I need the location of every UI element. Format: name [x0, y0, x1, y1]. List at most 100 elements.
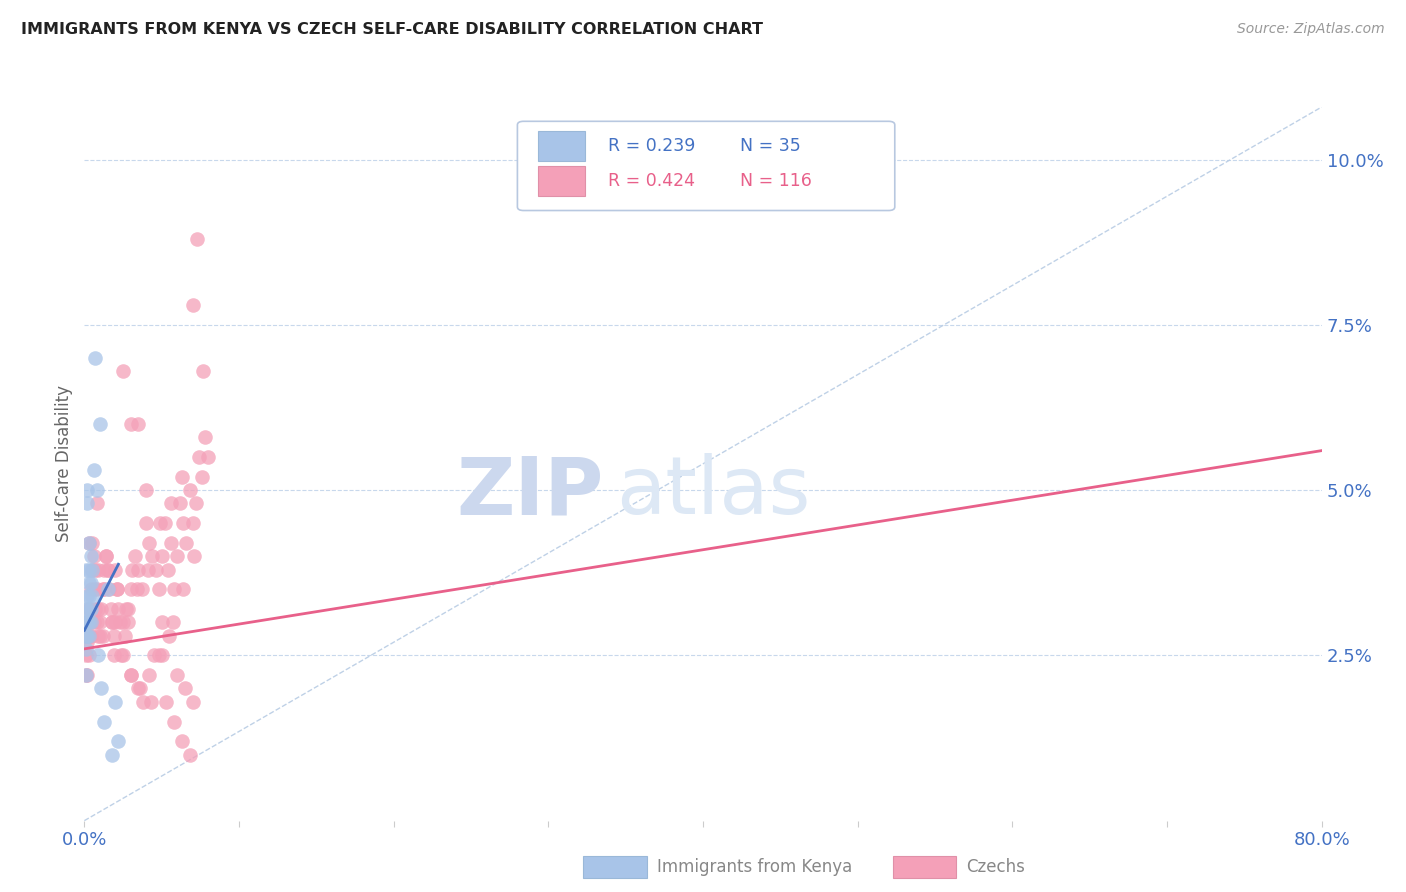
Point [197, 450, 219, 465]
Point [170, 470, 193, 484]
Point [79, 575, 101, 590]
Point [107, 602, 129, 616]
Point [89, 417, 111, 432]
Point [75, 602, 97, 616]
Point [77, 575, 100, 590]
Point [94, 549, 117, 564]
FancyBboxPatch shape [538, 131, 585, 161]
Point [138, 536, 160, 550]
Point [170, 734, 193, 748]
Point [90, 681, 112, 696]
Point [79, 615, 101, 630]
Point [150, 615, 173, 630]
Point [141, 549, 163, 564]
Point [79, 615, 101, 630]
Point [115, 602, 138, 616]
Point [186, 232, 208, 246]
Point [121, 563, 143, 577]
Point [103, 648, 125, 663]
Point [93, 563, 115, 577]
Point [76, 635, 98, 649]
Point [191, 470, 214, 484]
Point [120, 417, 142, 432]
Point [76, 668, 98, 682]
Point [176, 536, 198, 550]
Point [86, 496, 108, 510]
Point [104, 615, 127, 630]
Point [150, 549, 173, 564]
Point [84, 563, 107, 577]
Point [87, 629, 110, 643]
Point [89, 629, 111, 643]
Point [82, 563, 104, 577]
Point [101, 747, 124, 762]
Point [117, 602, 139, 616]
Point [82, 536, 104, 550]
Point [163, 714, 186, 729]
Point [166, 549, 188, 564]
Point [94, 549, 117, 564]
Point [163, 582, 186, 597]
Point [76, 589, 98, 603]
Point [91, 629, 114, 643]
Point [156, 563, 179, 577]
Text: R = 0.239: R = 0.239 [607, 137, 695, 155]
Point [114, 629, 136, 643]
Point [183, 549, 205, 564]
Text: N = 35: N = 35 [740, 137, 801, 155]
Point [107, 734, 129, 748]
Text: Czechs: Czechs [966, 858, 1025, 876]
Point [153, 516, 176, 531]
Point [77, 563, 100, 577]
Point [181, 516, 204, 531]
Point [172, 516, 194, 531]
Point [87, 648, 110, 663]
Point [75, 641, 97, 656]
Point [83, 463, 105, 477]
Text: R = 0.424: R = 0.424 [607, 171, 695, 189]
Point [76, 615, 98, 630]
Point [104, 563, 127, 577]
Point [76, 615, 98, 630]
Point [83, 549, 105, 564]
Point [120, 582, 142, 597]
Point [160, 536, 183, 550]
Point [84, 351, 107, 365]
Point [98, 582, 121, 597]
Point [181, 298, 204, 312]
Point [179, 747, 201, 762]
Point [112, 364, 135, 378]
Point [76, 602, 98, 616]
Text: ZIP: ZIP [457, 453, 605, 532]
Point [77, 602, 100, 616]
Point [162, 615, 184, 630]
Point [77, 536, 100, 550]
Point [84, 602, 107, 616]
Point [97, 563, 120, 577]
Point [194, 430, 217, 444]
Point [155, 695, 177, 709]
Point [149, 516, 172, 531]
Point [101, 615, 124, 630]
Point [79, 549, 101, 564]
Point [91, 582, 114, 597]
Point [128, 417, 150, 432]
Point [75, 629, 97, 643]
Point [131, 582, 153, 597]
Point [104, 695, 127, 709]
Y-axis label: Self-Care Disability: Self-Care Disability [55, 385, 73, 542]
Text: Source: ZipAtlas.com: Source: ZipAtlas.com [1237, 22, 1385, 37]
Point [77, 648, 100, 663]
Point [87, 563, 110, 577]
Point [76, 483, 98, 498]
Point [97, 582, 120, 597]
Point [79, 582, 101, 597]
Point [132, 695, 155, 709]
Point [77, 629, 100, 643]
Point [86, 483, 108, 498]
Point [76, 629, 98, 643]
Point [160, 496, 183, 510]
Point [87, 602, 110, 616]
Point [77, 536, 100, 550]
Point [86, 615, 108, 630]
